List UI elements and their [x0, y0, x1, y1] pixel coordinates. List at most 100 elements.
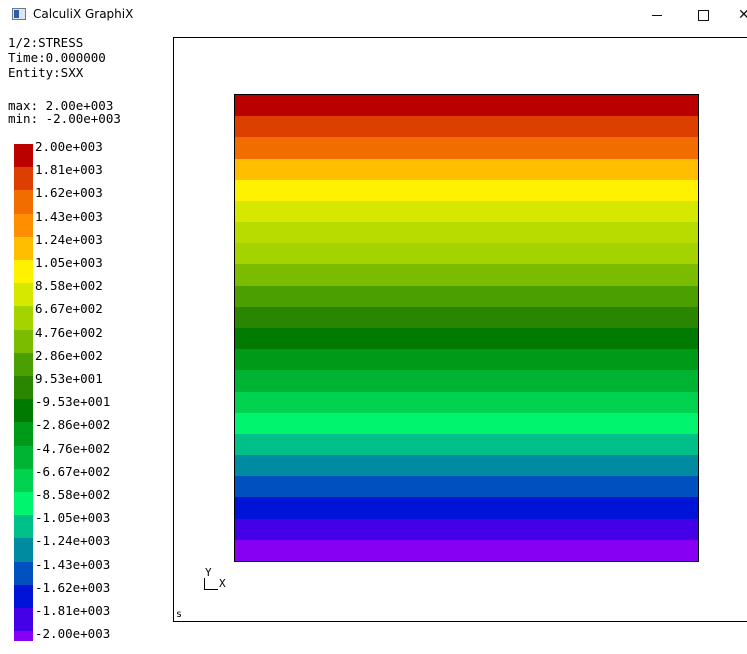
legend-label: 1.05e+003 [35, 255, 103, 270]
legend-item: 6.67e+002 [14, 301, 164, 331]
legend-label: -1.81e+003 [35, 603, 111, 618]
axis-y-label: Y [205, 566, 212, 579]
legend-item: -1.05e+003 [14, 510, 164, 540]
contour-band [235, 158, 698, 181]
legend-swatch [14, 492, 33, 516]
window-title: CalculiX GraphiX [33, 7, 134, 21]
legend-item: 4.76e+002 [14, 325, 164, 354]
legend-swatch [14, 422, 33, 447]
legend-item: -8.58e+002 [14, 487, 164, 516]
legend-label: 2.86e+002 [35, 347, 103, 363]
legend-item: -6.67e+002 [14, 464, 164, 493]
legend-item: -1.24e+003 [14, 533, 164, 563]
legend-label: -2.86e+002 [35, 417, 111, 433]
axis-y-line [204, 578, 205, 590]
legend-label: -6.67e+002 [35, 463, 111, 479]
contour-band [235, 370, 698, 393]
axis-x-label: X [219, 577, 226, 590]
stress-contour-model [234, 94, 699, 562]
legend-item: 1.43e+003 [14, 209, 164, 238]
contour-band [235, 518, 698, 541]
legend-label: 4.76e+002 [35, 324, 103, 340]
legend-item: 1.05e+003 [14, 255, 164, 284]
legend-swatch [14, 213, 33, 238]
contour-band [235, 95, 698, 118]
contour-band [235, 476, 698, 499]
legend-label: 6.67e+002 [35, 301, 103, 317]
contour-band [235, 328, 698, 351]
contour-band [235, 285, 698, 308]
contour-band [235, 222, 698, 245]
legend-label: 1.43e+003 [35, 208, 103, 224]
maximize-button[interactable] [680, 0, 726, 30]
legend-swatch [14, 631, 33, 642]
legend-swatch [14, 306, 33, 331]
contour-band [235, 116, 698, 139]
legend-swatch [14, 190, 33, 215]
legend-label: -1.05e+003 [35, 510, 111, 526]
legend-swatch [14, 584, 33, 609]
legend-item: -1.62e+003 [14, 580, 164, 609]
contour-band [235, 497, 698, 520]
legend-swatch [14, 329, 33, 354]
title-bar: CalculiX GraphiX ✕ [0, 0, 747, 30]
legend-item: 1.24e+003 [14, 232, 164, 261]
legend-swatch [14, 515, 33, 540]
legend-item: 2.86e+002 [14, 348, 164, 377]
legend-item: -2.00e+003 [14, 626, 164, 654]
legend-label: 9.53e+001 [35, 371, 103, 386]
contour-band [235, 455, 698, 478]
legend-swatch [14, 445, 33, 470]
dataset-label: 1/2:STRESS [8, 35, 84, 50]
legend-swatch [14, 260, 33, 284]
legend-swatch [14, 538, 33, 563]
legend-swatch [14, 561, 33, 586]
legend-swatch [14, 236, 33, 261]
legend-item: 9.53e+001 [14, 371, 164, 400]
contour-band [235, 433, 698, 457]
legend-label: 1.24e+003 [35, 231, 103, 247]
graphics-viewport[interactable]: Y X s [173, 37, 747, 622]
max-label: max: 2.00e+003 [8, 98, 114, 113]
legend-swatch [14, 399, 33, 424]
app-icon [12, 8, 26, 20]
maximize-icon [697, 9, 709, 21]
contour-band [235, 200, 698, 224]
legend-item: -1.81e+003 [14, 603, 164, 632]
minimize-icon [652, 14, 662, 16]
legend-swatch [14, 608, 33, 632]
contour-band [235, 137, 698, 160]
legend-label: -1.62e+003 [35, 579, 111, 595]
legend-swatch [14, 376, 33, 400]
minimize-button[interactable] [634, 0, 680, 30]
contour-band [235, 391, 698, 414]
legend-item: -9.53e+001 [14, 394, 164, 424]
contour-band [235, 412, 698, 435]
legend-item: -1.43e+003 [14, 557, 164, 586]
legend-swatch [14, 468, 33, 493]
axis-x-line [204, 589, 218, 590]
legend-item: 8.58e+002 [14, 278, 164, 308]
legend-swatch [14, 283, 33, 308]
contour-band [235, 306, 698, 329]
legend-label: -8.58e+002 [35, 487, 111, 502]
legend-label: -1.43e+003 [35, 556, 111, 572]
legend-label: -4.76e+002 [35, 440, 111, 456]
legend-label: 8.58e+002 [35, 278, 103, 294]
legend-swatch [14, 167, 33, 192]
legend-label: -1.24e+003 [35, 533, 111, 549]
legend-label: -2.00e+003 [35, 626, 111, 642]
legend-item: -4.76e+002 [14, 441, 164, 470]
legend-item: 2.00e+003 [14, 139, 164, 168]
corner-label: s [176, 609, 183, 620]
axis-triad: Y X [201, 566, 231, 592]
legend-label: 2.00e+003 [35, 139, 103, 154]
close-button[interactable]: ✕ [726, 0, 747, 30]
min-label: min: -2.00e+003 [8, 111, 121, 126]
contour-band [235, 539, 698, 561]
close-icon: ✕ [738, 7, 747, 23]
legend-swatch [14, 352, 33, 377]
legend-item: -2.86e+002 [14, 417, 164, 447]
time-label: Time:0.000000 [8, 50, 106, 65]
contour-band [235, 243, 698, 266]
